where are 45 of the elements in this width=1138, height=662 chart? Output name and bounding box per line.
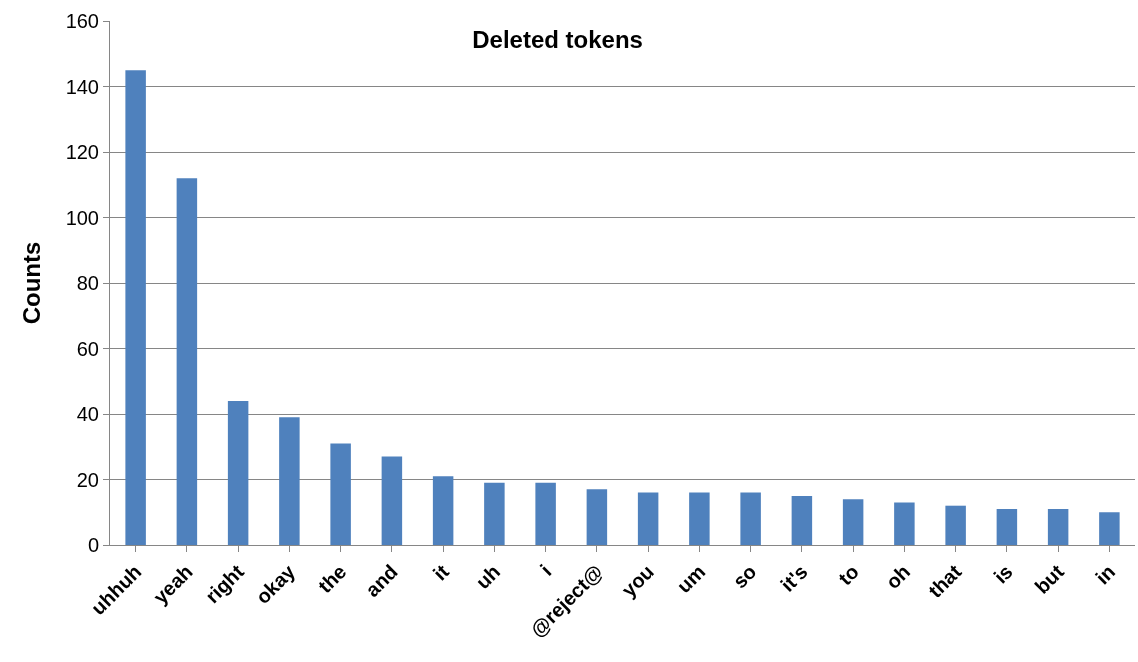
y-axis-title: Counts: [17, 241, 45, 325]
x-tick-label: so: [728, 560, 761, 593]
bar: [227, 400, 249, 545]
y-tick-label: 0: [87, 534, 99, 556]
x-tick-label: is: [989, 560, 1017, 588]
bar: [125, 70, 146, 545]
x-tick-label: in: [1091, 560, 1120, 589]
y-tick-label: 160: [65, 10, 99, 32]
bar: [637, 492, 659, 545]
y-tick-label: 120: [65, 141, 99, 163]
y-tick-label: 140: [65, 75, 99, 98]
bar: [535, 482, 556, 545]
x-tick-label: the: [313, 560, 351, 598]
x-tick-label: and: [361, 560, 402, 602]
x-tick-label: it: [428, 560, 454, 585]
y-tick-label: 20: [76, 468, 99, 491]
bar: [432, 476, 454, 545]
bar: [330, 443, 351, 545]
bar: [484, 482, 505, 545]
bar: [740, 492, 761, 545]
bar: [279, 417, 300, 545]
bar: [894, 502, 915, 545]
y-tick-label: 40: [76, 403, 99, 425]
chart-title: Deleted tokens: [472, 26, 643, 54]
x-tick-label: um: [672, 560, 710, 598]
bar: [1099, 512, 1120, 545]
x-tick-label: but: [1030, 560, 1069, 598]
x-tick-label: you: [617, 560, 659, 602]
y-tick-label: 80: [76, 272, 99, 294]
bar: [1047, 508, 1069, 545]
bar: [791, 495, 813, 545]
bar: [842, 499, 864, 545]
x-tick-label: that: [924, 560, 966, 602]
bar: [586, 489, 608, 545]
bar: [945, 505, 966, 545]
bar: [689, 492, 710, 545]
y-tick-label: 60: [76, 337, 99, 360]
x-tick-label: oh: [881, 560, 915, 594]
bar: [996, 508, 1018, 545]
x-tick-label: to: [834, 560, 864, 590]
x-tick-label: it's: [776, 560, 812, 596]
x-tick-label: uh: [471, 560, 505, 594]
bar: [381, 456, 403, 545]
bar: [176, 178, 198, 545]
y-tick-label: 100: [65, 206, 99, 229]
